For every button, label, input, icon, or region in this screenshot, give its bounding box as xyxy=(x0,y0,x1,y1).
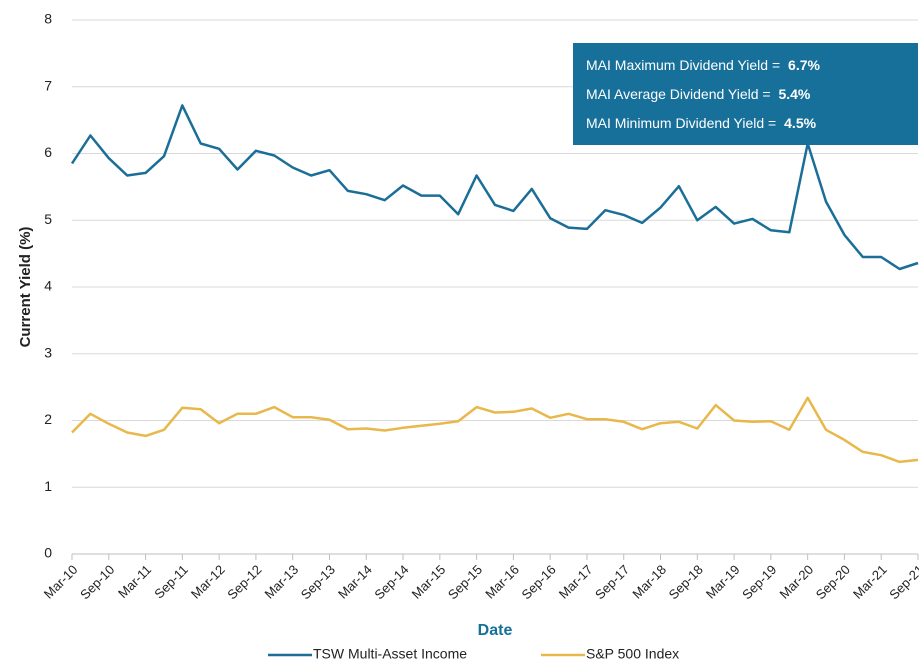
x-tick-label: Sep-10 xyxy=(77,562,117,602)
y-tick-label: 1 xyxy=(44,478,52,494)
x-tick-label: Mar-15 xyxy=(409,562,449,602)
x-tick-label: Sep-15 xyxy=(445,562,485,602)
x-tick-label: Mar-14 xyxy=(335,562,375,602)
annotation-text: MAI Average Dividend Yield = 5.4% xyxy=(586,86,811,102)
series-line xyxy=(70,104,919,271)
x-tick-label: Sep-13 xyxy=(298,562,338,602)
x-tick-label: Mar-11 xyxy=(115,562,154,601)
x-tick-label: Mar-20 xyxy=(776,562,816,602)
x-tick-label: Sep-16 xyxy=(518,562,558,602)
x-tick-label: Mar-18 xyxy=(629,562,669,602)
annotation-value: 6.7% xyxy=(788,57,820,73)
annotation-text: MAI Minimum Dividend Yield = 4.5% xyxy=(586,115,817,131)
y-axis-label: Current Yield (%) xyxy=(17,227,34,348)
x-tick-label: Sep-14 xyxy=(371,562,411,602)
annotation-label: MAI Average Dividend Yield = xyxy=(586,86,774,102)
annotation-label: MAI Maximum Dividend Yield = xyxy=(586,57,784,73)
x-tick-label: Mar-12 xyxy=(188,562,228,602)
y-tick-label: 6 xyxy=(44,144,52,160)
y-tick-label: 4 xyxy=(44,278,52,294)
x-tick-label: Sep-17 xyxy=(592,562,632,602)
x-tick-label: Mar-13 xyxy=(262,562,302,602)
x-tick-label: Sep-20 xyxy=(813,562,853,602)
x-tick-label: Sep-11 xyxy=(151,562,191,602)
x-axis-label: Date xyxy=(478,622,513,639)
x-tick-label: Sep-18 xyxy=(666,562,706,602)
annotation-value: 5.4% xyxy=(778,86,810,102)
annotation-value: 4.5% xyxy=(784,115,816,131)
y-tick-label: 7 xyxy=(44,77,52,93)
y-tick-label: 0 xyxy=(44,545,52,561)
y-tick-label: 3 xyxy=(44,344,52,360)
legend-label: S&P 500 Index xyxy=(586,646,679,662)
x-tick-label: Mar-19 xyxy=(703,562,743,602)
x-tick-label: Mar-17 xyxy=(556,562,596,602)
y-tick-label: 8 xyxy=(44,11,52,27)
legend-label: TSW Multi-Asset Income xyxy=(313,646,467,662)
y-tick-label: 5 xyxy=(44,211,52,227)
x-tick-label: Mar-10 xyxy=(41,562,81,602)
x-tick-label: Mar-16 xyxy=(482,562,522,602)
series-line xyxy=(71,396,919,464)
x-tick-label: Sep-19 xyxy=(739,562,779,602)
x-tick-label: Sep-21 xyxy=(886,562,919,602)
y-tick-label: 2 xyxy=(44,411,52,427)
x-tick-label: Sep-12 xyxy=(224,562,264,602)
annotation-label: MAI Minimum Dividend Yield = xyxy=(586,115,780,131)
annotation-text: MAI Maximum Dividend Yield = 6.7% xyxy=(586,57,820,73)
x-tick-label: Mar-21 xyxy=(850,562,890,602)
annotation-box xyxy=(573,43,918,145)
